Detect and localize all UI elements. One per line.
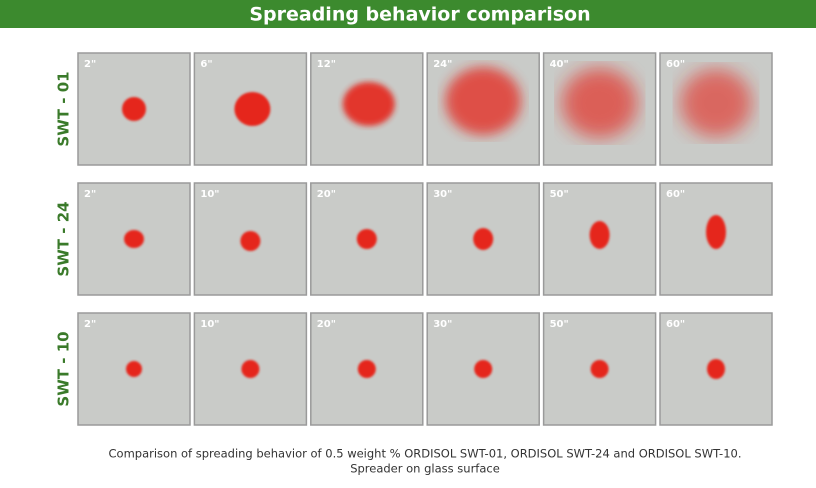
red-drop bbox=[356, 229, 377, 249]
red-drop bbox=[357, 360, 376, 378]
time-label: 60" bbox=[666, 59, 685, 70]
panel-grid: SWT - 01 2" 6" 12" 24" 40" 60" SWT - 24 2" 10" 20"… bbox=[55, 52, 773, 426]
red-drop bbox=[122, 97, 146, 121]
time-label: 24" bbox=[433, 59, 452, 70]
red-drop bbox=[342, 82, 395, 126]
red-drop bbox=[473, 228, 494, 250]
red-drop bbox=[590, 360, 609, 378]
time-label: 2" bbox=[84, 189, 96, 200]
time-label: 10" bbox=[200, 189, 219, 200]
time-label: 2" bbox=[84, 59, 96, 70]
red-drop bbox=[589, 221, 610, 249]
row-label: SWT - 24 bbox=[55, 201, 73, 276]
red-drop bbox=[474, 360, 493, 378]
red-drop bbox=[561, 68, 638, 138]
time-label: 60" bbox=[666, 319, 685, 330]
red-drop bbox=[234, 92, 271, 126]
caption-line: Spreader on glass surface bbox=[350, 462, 500, 476]
time-label: 12" bbox=[317, 59, 336, 70]
red-drop bbox=[707, 359, 725, 379]
red-drop bbox=[124, 230, 144, 248]
time-label: 2" bbox=[84, 319, 96, 330]
row-label: SWT - 01 bbox=[55, 71, 73, 146]
red-drop bbox=[241, 360, 260, 378]
caption-line: Comparison of spreading behavior of 0.5 … bbox=[109, 447, 742, 461]
title-bar bbox=[0, 0, 816, 28]
red-drop bbox=[680, 69, 752, 137]
time-label: 20" bbox=[317, 189, 336, 200]
row-label: SWT - 10 bbox=[55, 331, 73, 406]
time-label: 30" bbox=[433, 189, 452, 200]
time-label: 50" bbox=[550, 319, 569, 330]
time-label: 20" bbox=[317, 319, 336, 330]
red-drop bbox=[445, 67, 522, 135]
red-drop bbox=[126, 361, 142, 377]
time-label: 40" bbox=[550, 59, 569, 70]
time-label: 50" bbox=[550, 189, 569, 200]
red-drop bbox=[240, 231, 261, 251]
red-drop bbox=[706, 215, 726, 249]
title: Spreading behavior comparison bbox=[249, 4, 590, 26]
time-label: 30" bbox=[433, 319, 452, 330]
time-label: 10" bbox=[200, 319, 219, 330]
time-label: 6" bbox=[200, 59, 212, 70]
time-label: 60" bbox=[666, 189, 685, 200]
